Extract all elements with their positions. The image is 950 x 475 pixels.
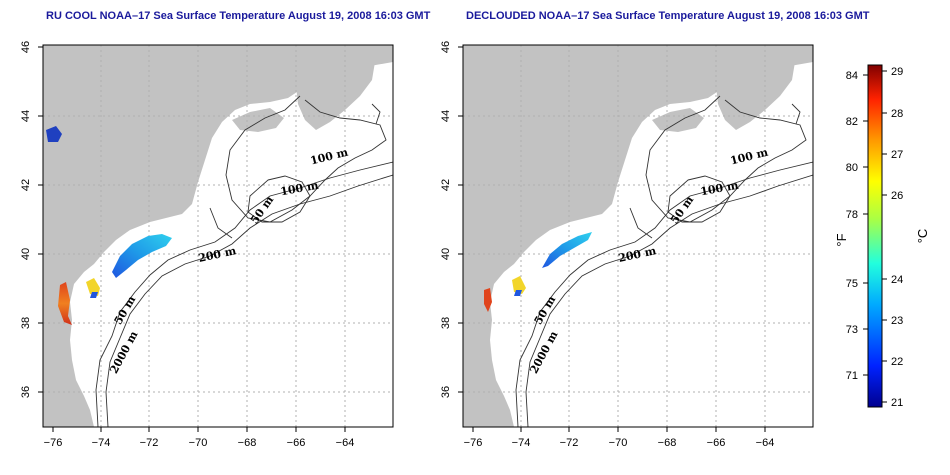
fahrenheit-tick-label: 78: [846, 209, 858, 221]
lat-tick-label: 44: [440, 110, 452, 122]
lon-tick-label: −68: [238, 437, 257, 449]
right-map-frame: [462, 44, 814, 428]
fahrenheit-unit-label: °F: [834, 233, 849, 246]
lat-tick-label: 38: [20, 317, 32, 329]
left-map-frame: [42, 44, 394, 428]
land-mass: [43, 45, 393, 427]
lon-tick-label: −76: [464, 437, 483, 449]
celsius-tick-label: 23: [891, 315, 903, 327]
lon-tick-label: −64: [756, 437, 775, 449]
celsius-tick-label: 24: [891, 274, 903, 286]
fahrenheit-tick-label: 75: [846, 278, 858, 290]
colorbar-gradient: [867, 64, 883, 408]
lat-tick-label: 46: [440, 41, 452, 53]
lat-tick-label: 42: [20, 179, 32, 191]
celsius-unit-label: °C: [915, 229, 930, 244]
celsius-tick-label: 27: [891, 149, 903, 161]
lat-tick-label: 40: [440, 248, 452, 260]
right-panel-title: DECLOUDED NOAA–17 Sea Surface Temperatur…: [466, 10, 870, 22]
lon-tick-label: −68: [658, 437, 677, 449]
lat-tick-label: 44: [20, 110, 32, 122]
lon-tick-label: −70: [189, 437, 208, 449]
fahrenheit-tick-label: 71: [846, 370, 858, 382]
lat-tick-label: 42: [440, 179, 452, 191]
lon-tick-label: −72: [560, 437, 579, 449]
lon-tick-label: −74: [92, 437, 111, 449]
celsius-tick-label: 22: [891, 356, 903, 368]
celsius-tick-label: 29: [891, 66, 903, 78]
lon-tick-label: −74: [512, 437, 531, 449]
lon-tick-label: −72: [140, 437, 159, 449]
left-map-panel: [42, 44, 394, 428]
lat-tick-label: 40: [20, 248, 32, 260]
lon-tick-label: −70: [609, 437, 628, 449]
lon-tick-label: −76: [44, 437, 63, 449]
colorbar-ticks: 84 82 80 78 75 73 71 29 28 27 26 24 23 22 21: [846, 66, 904, 409]
lon-tick-label: −66: [707, 437, 726, 449]
right-map-panel: [462, 44, 814, 428]
fahrenheit-tick-label: 80: [846, 162, 858, 174]
lat-tick-label: 46: [20, 41, 32, 53]
lon-tick-label: −66: [287, 437, 306, 449]
lat-tick-label: 36: [440, 386, 452, 398]
land-mass: [463, 45, 813, 427]
bathymetry-contours: [95, 95, 393, 427]
bathymetry-contours: [515, 95, 813, 427]
lon-tick-label: −64: [336, 437, 355, 449]
sst-data-patches: [484, 232, 592, 312]
colorbar: 84 82 80 78 75 73 71 29 28 27 26 24 23 22 21 °F °C: [834, 64, 930, 409]
axis-tick-labels: −76 −74 −72 −70 −68 −66 −64 36 38 40 42 44 46 −76 −74 −…: [20, 41, 774, 449]
lat-tick-label: 36: [20, 386, 32, 398]
left-panel-title: RU COOL NOAA–17 Sea Surface Temperature …: [46, 10, 431, 22]
sst-data-patches: [46, 126, 172, 325]
fahrenheit-tick-label: 73: [846, 324, 858, 336]
lat-tick-label: 38: [440, 317, 452, 329]
celsius-tick-label: 26: [891, 190, 903, 202]
celsius-tick-label: 28: [891, 108, 903, 120]
fahrenheit-tick-label: 82: [846, 116, 858, 128]
celsius-tick-label: 21: [891, 397, 903, 409]
fahrenheit-tick-label: 84: [846, 70, 858, 82]
